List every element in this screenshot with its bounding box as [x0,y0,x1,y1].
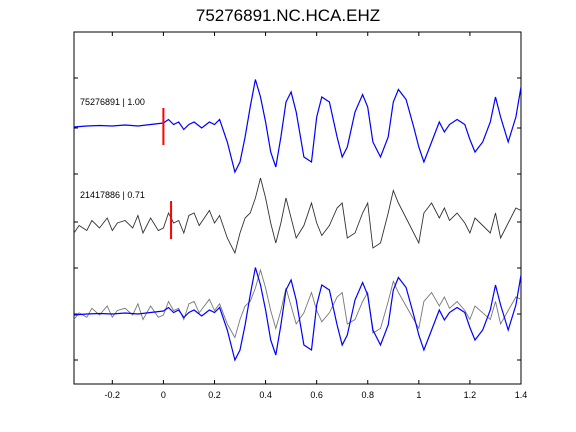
plot-frame [73,31,522,385]
trace-label-1: 75276891 | 1.00 [80,97,145,107]
x-tick-label: -0.2 [105,390,121,400]
x-axis: -0.2 0 0.2 0.4 0.6 0.8 1 1.2 1.4 [105,32,528,400]
overlay-trace-2 [73,268,522,339]
x-tick-label: 1.2 [464,390,477,400]
x-tick-label: 1 [416,390,421,400]
trace-1-line [73,79,522,174]
y-axis-ticks [74,77,521,361]
x-tick-label: 1.4 [515,390,528,400]
chart-title: 75276891.NC.HCA.EHZ [195,6,381,25]
traces [73,79,522,362]
x-tick-label: 0.4 [259,390,272,400]
x-tick-label: 0.8 [361,390,374,400]
x-tick-label: 0.6 [310,390,323,400]
overlay-trace-1 [73,267,522,362]
x-tick-label: 0 [161,390,166,400]
trace-label-2: 21417886 | 0.71 [80,190,145,200]
trace-2-line [73,177,522,255]
x-tick-label: 0.2 [208,390,221,400]
